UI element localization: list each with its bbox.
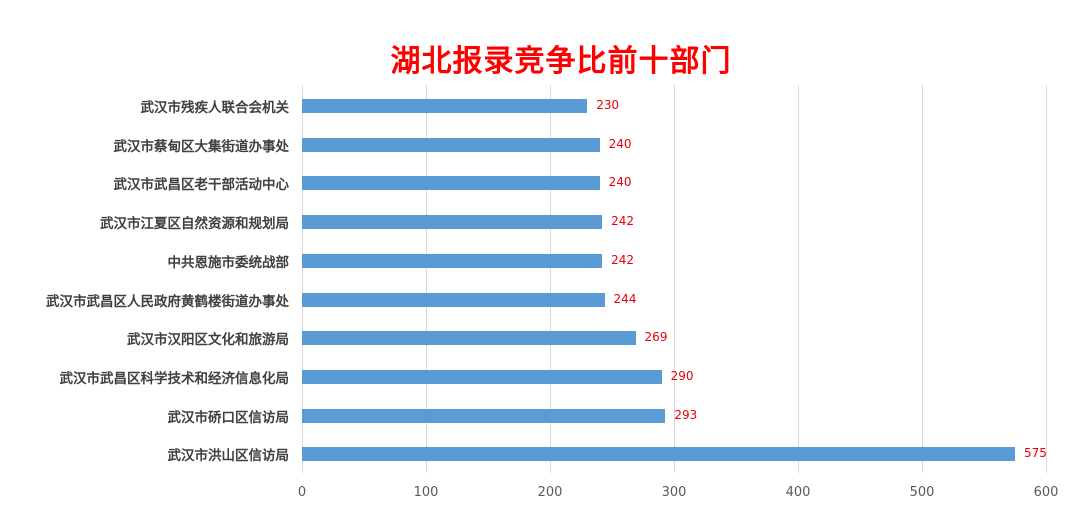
bar-row: 575 xyxy=(302,446,1047,462)
bar[interactable] xyxy=(302,137,600,152)
bar-row: 242 xyxy=(302,252,1046,268)
data-label: 240 xyxy=(608,175,632,190)
gridline xyxy=(426,85,427,473)
data-label: 230 xyxy=(596,98,620,112)
bar[interactable] xyxy=(302,369,662,384)
data-label: 240 xyxy=(608,136,632,151)
bar-row: 244 xyxy=(302,291,1046,307)
data-label: 575 xyxy=(1024,446,1047,461)
plot-area: 230 240 240 242 242 244 269 290 293 575 xyxy=(302,85,1047,473)
gridline xyxy=(550,85,551,473)
data-label: 293 xyxy=(674,407,698,422)
bar-row: 269 xyxy=(302,330,1046,346)
category-label: 武汉市汉阳区文化和旅游局 xyxy=(127,332,289,349)
x-tick-label: 100 xyxy=(413,485,439,500)
x-tick-label: 400 xyxy=(785,485,811,500)
bar-row: 240 xyxy=(302,175,1046,191)
bar-row: 240 xyxy=(302,136,1046,152)
gridline xyxy=(302,85,303,473)
data-label: 242 xyxy=(611,214,634,229)
category-label: 武汉市武昌区科学技术和经济信息化局 xyxy=(59,370,290,387)
x-tick-label: 0 xyxy=(297,485,307,500)
bar[interactable] xyxy=(302,215,603,230)
bar-row: 242 xyxy=(302,214,1046,230)
x-tick-label: 300 xyxy=(661,485,687,500)
data-label: 242 xyxy=(611,252,634,267)
x-tick-label: 600 xyxy=(1033,485,1059,500)
data-label: 244 xyxy=(613,291,637,306)
chart-title: 湖北报录竞争比前十部门 xyxy=(390,44,732,79)
bar[interactable] xyxy=(302,447,1015,462)
bar-row: 230 xyxy=(302,98,1046,113)
bar[interactable] xyxy=(302,292,605,307)
gridline xyxy=(674,85,675,473)
bar[interactable] xyxy=(302,176,600,191)
category-label: 武汉市残疾人联合会机关 xyxy=(140,100,290,116)
gridline xyxy=(798,85,799,473)
category-label: 武汉市洪山区信访局 xyxy=(167,448,290,465)
x-tick-label: 200 xyxy=(537,485,563,500)
category-label: 武汉市蔡甸区大集街道办事处 xyxy=(113,138,290,155)
bar[interactable] xyxy=(302,99,588,113)
bar-row: 293 xyxy=(302,407,1046,423)
category-label: 武汉市武昌区老干部活动中心 xyxy=(113,177,290,194)
gridline xyxy=(1046,85,1047,473)
x-tick-label: 500 xyxy=(909,485,935,500)
category-label: 武汉市硚口区信访局 xyxy=(167,409,290,426)
bar[interactable] xyxy=(302,331,636,346)
category-label: 中共恩施市委统战部 xyxy=(167,254,290,271)
category-label: 武汉市武昌区人民政府黄鹤楼街道办事处 xyxy=(46,293,289,310)
data-label: 290 xyxy=(670,368,694,383)
bar[interactable] xyxy=(302,408,666,423)
data-label: 269 xyxy=(644,330,668,345)
bar-row: 290 xyxy=(302,368,1046,384)
category-label: 武汉市江夏区自然资源和规划局 xyxy=(100,216,289,233)
gridline xyxy=(922,85,923,473)
bar[interactable] xyxy=(302,253,603,268)
